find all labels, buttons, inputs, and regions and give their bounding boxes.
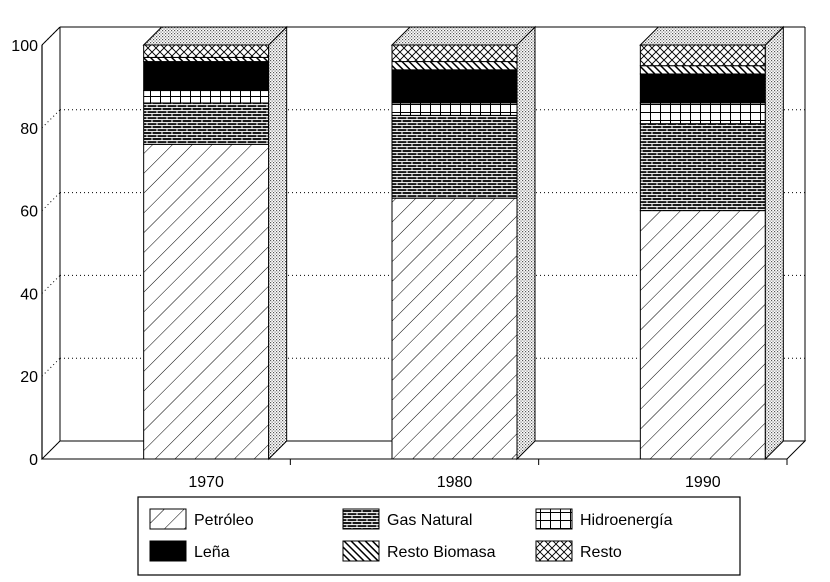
legend-item: Petróleo (149, 508, 254, 530)
legend-label: Leña (194, 544, 230, 561)
bar-segment (639, 102, 766, 125)
x-axis-labels: 1970 1980 1990 (188, 459, 788, 491)
legend-item: Resto Biomasa (342, 540, 496, 562)
legend-swatch (535, 540, 573, 562)
legend-box (137, 496, 741, 576)
legend-swatch (149, 540, 187, 562)
y-tick-label: 40 (20, 286, 38, 303)
legend-item: Gas Natural (342, 508, 472, 530)
bar-segment (639, 65, 766, 75)
bar-segment (639, 123, 766, 212)
legend-label: Gas Natural (387, 512, 472, 529)
bar-stack-1990 (639, 25, 785, 461)
gridline-depth (41, 192, 61, 211)
side-wall-top-edge (41, 26, 61, 46)
legend: Petróleo Gas Natural Hidroenergía Leña Resto… (137, 496, 741, 576)
bar-segment (143, 102, 270, 145)
bar-segment (143, 143, 270, 460)
bar-segment (639, 210, 766, 460)
x-tick-label: 1990 (685, 474, 721, 491)
y-tick-label: 20 (20, 369, 38, 386)
bar-segment (391, 102, 518, 116)
gridline-depth (41, 109, 61, 129)
gridline-depth (41, 275, 61, 294)
bars (142, 25, 785, 461)
legend-swatch (342, 540, 380, 562)
legend-label: Resto Biomasa (387, 544, 496, 561)
x-tick-label: 1970 (188, 474, 224, 491)
bar-segment (143, 90, 270, 104)
bar-segment (143, 61, 270, 92)
bar-segment (639, 73, 766, 104)
legend-label: Hidroenergía (580, 512, 673, 529)
bar-segment (391, 114, 518, 199)
bar-side-face (268, 25, 288, 461)
gridline-depth (41, 357, 61, 377)
bar-segment (639, 44, 766, 67)
bar-segment (143, 56, 270, 63)
bar-top-face (142, 26, 288, 46)
legend-label: Petróleo (194, 512, 254, 529)
legend-item: Leña (149, 540, 230, 562)
bar-segment (391, 69, 518, 104)
bar-top-face (639, 26, 785, 46)
bar-side-face (764, 25, 784, 461)
legend-item: Hidroenergía (535, 508, 673, 530)
bar-stack-1980 (390, 25, 537, 461)
legend-label: Resto (580, 544, 622, 561)
bar-segment (391, 44, 518, 63)
bar-side-face (516, 25, 536, 461)
bar-top-face (390, 26, 537, 46)
y-axis: 0 20 40 60 80 100 (11, 26, 61, 469)
bar-segment (391, 61, 518, 71)
x-tick-label: 1980 (437, 474, 473, 491)
bar-segment (391, 197, 518, 460)
y-tick-label: 0 (29, 452, 38, 469)
bar-segment (143, 44, 270, 58)
y-tick-label: 60 (20, 204, 38, 221)
bar-stack-1970 (142, 25, 288, 461)
y-tick-label: 100 (11, 38, 38, 55)
legend-swatch (149, 508, 187, 530)
legend-swatch (535, 508, 573, 530)
legend-swatch (342, 508, 380, 530)
y-tick-label: 80 (20, 121, 38, 138)
legend-item: Resto (535, 540, 622, 562)
